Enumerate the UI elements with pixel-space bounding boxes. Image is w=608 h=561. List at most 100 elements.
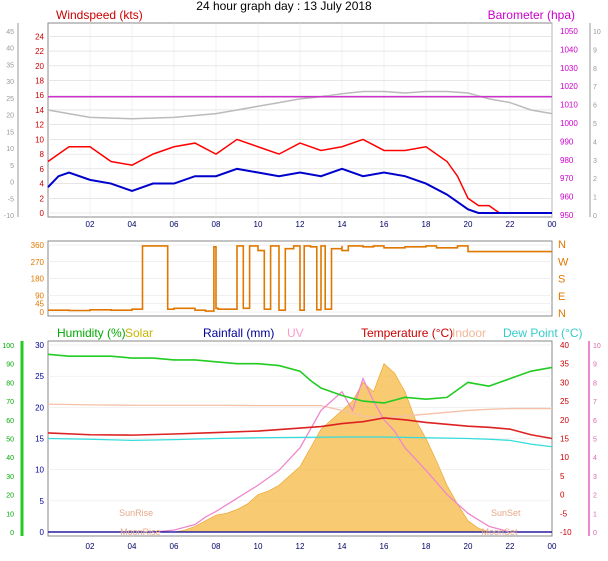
outer-left-tick-label: -5 (8, 196, 14, 203)
humidity-tick-label: 100 (2, 343, 14, 350)
humidity-tick-label: 80 (6, 380, 14, 387)
x-tick-label: 18 (422, 220, 431, 229)
outer-left-tick-label: 0 (10, 180, 14, 187)
sun-moon-marker: MoonSet (481, 527, 518, 537)
humidity-temp-axes: 0510152025300102030405060708090100-10-50… (2, 341, 601, 551)
windspeed-tick-label: 22 (35, 47, 44, 56)
outer-left-tick-label: 10 (6, 146, 14, 153)
outer-left-tick-label: 25 (6, 96, 14, 103)
x-tick-label: 02 (86, 220, 95, 229)
humidity-tick-label: 50 (6, 437, 14, 444)
humidity-temp-legend: Humidity (%) Solar Rainfall (mm) UV Temperat… (57, 326, 582, 340)
uv-tick-label: 10 (593, 343, 601, 350)
temperature-tick-label: 25 (560, 397, 569, 406)
x-tick-label: 08 (212, 220, 221, 229)
humidity-tick-label: 30 (6, 474, 14, 481)
temperature-tick-label: -10 (560, 528, 572, 537)
direction-tick-label: 45 (35, 300, 44, 309)
barometer-axis-label: Barometer (hpa) (488, 8, 575, 22)
temperature-tick-label: 30 (560, 378, 569, 387)
windspeed-axis-label: Windspeed (kts) (56, 8, 143, 22)
x-tick-label: 04 (128, 542, 137, 551)
windspeed-tick-label: 20 (35, 62, 44, 71)
barometer-tick-label: 1050 (560, 27, 578, 36)
barometer-tick-label: 970 (560, 174, 574, 183)
outer-right-tick-label: 5 (593, 121, 597, 128)
wind-baro-axes: 024681012141618202224-10-505101520253035… (4, 23, 601, 229)
legend-label: Rainfall (mm) (203, 326, 274, 340)
x-tick-label: 04 (128, 220, 137, 229)
direction-tick-label: 180 (31, 275, 45, 284)
x-tick-label: 12 (296, 220, 305, 229)
humidity-tick-label: 90 (6, 362, 14, 369)
series-temperature (47, 417, 553, 440)
x-tick-label: 18 (422, 542, 431, 551)
compass-label: S (558, 274, 565, 286)
uv-tick-label: 4 (593, 455, 597, 462)
outer-right-tick-label: 10 (593, 29, 601, 36)
rainfall-tick-label: 0 (40, 528, 45, 537)
x-tick-label: 00 (548, 220, 557, 229)
rainfall-tick-label: 20 (35, 403, 44, 412)
barometer-tick-label: 990 (560, 137, 574, 146)
windspeed-tick-label: 10 (35, 135, 44, 144)
outer-right-tick-label: 6 (593, 103, 597, 110)
barometer-tick-label: 1040 (560, 45, 578, 54)
direction-tick-label: 360 (31, 241, 45, 250)
temperature-tick-label: 40 (560, 341, 569, 350)
outer-left-tick-label: 40 (6, 46, 14, 53)
rainfall-tick-label: 25 (35, 372, 44, 381)
series-humidity (47, 353, 553, 404)
outer-left-tick-label: -10 (4, 213, 14, 220)
x-tick-label: 22 (506, 542, 515, 551)
uv-tick-label: 6 (593, 418, 597, 425)
x-tick-label: 10 (254, 542, 263, 551)
temperature-tick-label: 20 (560, 416, 569, 425)
outer-left-tick-label: 5 (10, 163, 14, 170)
series-indoor (47, 403, 552, 419)
outer-left-tick-label: 30 (6, 79, 14, 86)
humidity-tick-label: 70 (6, 399, 14, 406)
x-tick-label: 10 (254, 220, 263, 229)
x-tick-label: 06 (170, 542, 179, 551)
direction-tick-label: 90 (35, 291, 44, 300)
sun-moon-marker: SunRise (119, 508, 153, 518)
x-tick-label: 20 (464, 542, 473, 551)
outer-right-tick-label: 2 (593, 176, 597, 183)
outer-left-tick-label: 35 (6, 62, 14, 69)
x-tick-label: 14 (338, 220, 347, 229)
temperature-tick-label: 0 (560, 491, 565, 500)
legend-label: Solar (125, 326, 153, 340)
compass-label: W (558, 256, 569, 268)
x-tick-label: 08 (212, 542, 221, 551)
uv-tick-label: 1 (593, 511, 597, 518)
x-tick-label: 00 (548, 542, 557, 551)
sun-moon-marker: SunSet (491, 508, 521, 518)
windspeed-tick-label: 0 (40, 209, 45, 218)
page-title: 24 hour graph day : 13 July 2018 (196, 0, 372, 13)
series-solar (48, 363, 552, 533)
series-direction (48, 245, 552, 312)
temperature-tick-label: 5 (560, 472, 565, 481)
direction-tick-label: 270 (31, 258, 45, 267)
legend-label: Humidity (%) (57, 326, 126, 340)
windspeed-tick-label: 4 (40, 180, 45, 189)
uv-tick-label: 8 (593, 380, 597, 387)
x-tick-label: 16 (380, 220, 389, 229)
uv-tick-label: 9 (593, 362, 597, 369)
outer-right-tick-label: 1 (593, 195, 597, 202)
x-tick-label: 06 (170, 220, 179, 229)
temperature-tick-label: -5 (560, 509, 568, 518)
rainfall-tick-label: 15 (35, 435, 44, 444)
legend-label: UV (287, 326, 304, 340)
series-dewpoint (47, 436, 553, 448)
outer-right-tick-label: 0 (593, 213, 597, 220)
barometer-tick-label: 1010 (560, 101, 578, 110)
uv-tick-label: 5 (593, 437, 597, 444)
wind-baro-grid (48, 23, 553, 217)
barometer-tick-label: 1000 (560, 119, 578, 128)
humidity-temp-panel: 0510152025300102030405060708090100-10-50… (2, 326, 601, 551)
wind-baro-series (47, 90, 553, 214)
